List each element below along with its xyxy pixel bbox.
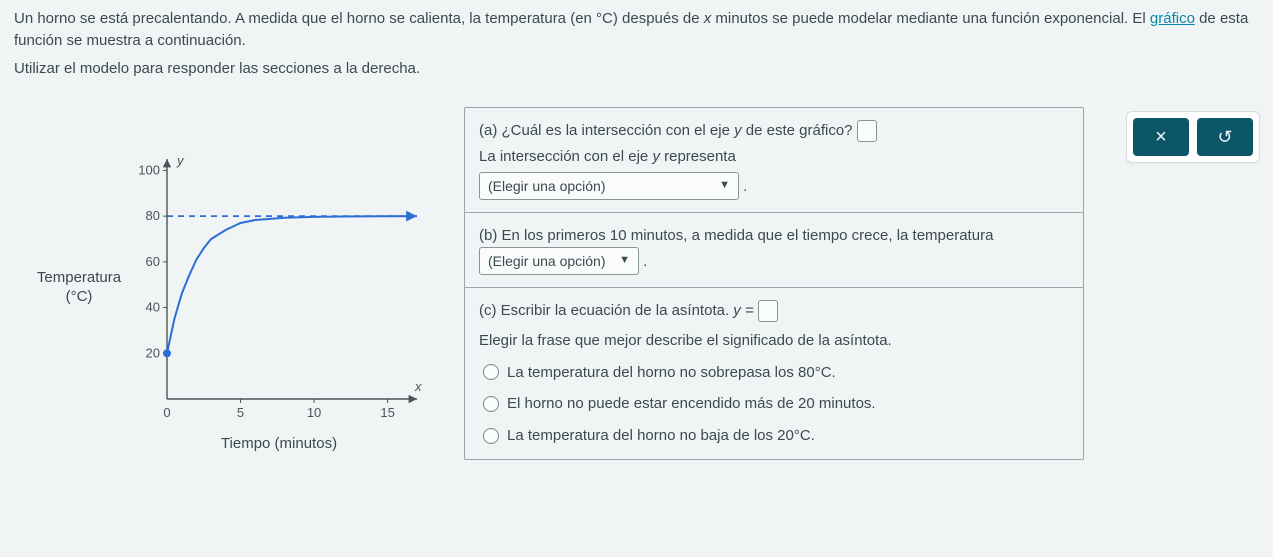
clear-button[interactable]: × xyxy=(1133,118,1189,156)
section-b: (b) En los primeros 10 minutos, a medida… xyxy=(465,213,1083,288)
problem-subintro: Utilizar el modelo para responder las se… xyxy=(14,58,1259,80)
section-a: (a) ¿Cuál es la intersección con el eje … xyxy=(465,108,1083,213)
svg-text:10: 10 xyxy=(307,405,321,420)
qa-b-text: (b) En los primeros 10 minutos, a medida… xyxy=(479,227,993,244)
qa-a-sub-post: representa xyxy=(660,148,736,165)
section-c: (c) Escribir la ecuación de la asíntota.… xyxy=(465,288,1083,459)
close-icon: × xyxy=(1155,123,1167,152)
grafico-link[interactable]: gráfico xyxy=(1150,10,1195,27)
intro-text-2: minutos se puede modelar mediante una fu… xyxy=(711,10,1150,27)
reset-icon: ↺ xyxy=(1217,124,1232,150)
controls-column: × ↺ xyxy=(1104,107,1264,460)
svg-text:5: 5 xyxy=(237,405,244,420)
question-card: (a) ¿Cuál es la intersección con el eje … xyxy=(464,107,1084,460)
svg-text:40: 40 xyxy=(146,300,160,315)
problem-intro: Un horno se está precalentando. A medida… xyxy=(14,8,1259,52)
radio-icon xyxy=(483,364,499,380)
qa-c-line2: Elegir la frase que mejor describe el si… xyxy=(479,330,1069,352)
radio-icon xyxy=(483,396,499,412)
qa-c-line1: (c) Escribir la ecuación de la asíntota. xyxy=(479,302,733,319)
svg-text:100: 100 xyxy=(138,163,160,178)
radio-icon xyxy=(483,428,499,444)
y-intercept-input[interactable] xyxy=(857,120,877,142)
qa-a-text: (a) ¿Cuál es la intersección con el eje xyxy=(479,122,734,139)
reset-button[interactable]: ↺ xyxy=(1197,118,1253,156)
qa-a-sub-pre: La intersección con el eje xyxy=(479,148,652,165)
controls-card: × ↺ xyxy=(1126,111,1260,163)
radio-opt-3[interactable]: La temperatura del horno no baja de los … xyxy=(479,425,1069,447)
svg-text:80: 80 xyxy=(146,208,160,223)
y-axis-label: Temperatura (°C) xyxy=(29,268,129,307)
radio-opt-2[interactable]: El horno no puede estar encendido más de… xyxy=(479,393,1069,415)
asymptote-input[interactable] xyxy=(758,300,778,322)
dropdown-a[interactable]: (Elegir una opción) ▼ xyxy=(479,172,739,200)
svg-text:60: 60 xyxy=(146,254,160,269)
svg-text:y: y xyxy=(176,153,185,168)
eq-lhs: y = xyxy=(733,302,758,319)
chevron-down-icon: ▼ xyxy=(619,253,630,269)
intro-text-1: Un horno se está precalentando. A medida… xyxy=(14,10,704,27)
dropdown-b[interactable]: (Elegir una opción) ▼ xyxy=(479,247,639,275)
chevron-down-icon: ▼ xyxy=(719,178,730,194)
radio-opt-1[interactable]: La temperatura del horno no sobrepasa lo… xyxy=(479,362,1069,384)
svg-text:20: 20 xyxy=(146,346,160,361)
svg-text:0: 0 xyxy=(163,405,170,420)
x-axis-label: Tiempo (minutos) xyxy=(14,433,444,455)
svg-text:x: x xyxy=(414,379,422,394)
main-row: Temperatura (°C) 20 40 60 80 100 0 5 10 15 y x Tie… xyxy=(14,107,1259,460)
svg-text:15: 15 xyxy=(380,405,394,420)
chart-svg: 20 40 60 80 100 0 5 10 15 y x xyxy=(129,147,429,427)
chart-column: Temperatura (°C) 20 40 60 80 100 0 5 10 15 y x Tie… xyxy=(14,107,444,460)
